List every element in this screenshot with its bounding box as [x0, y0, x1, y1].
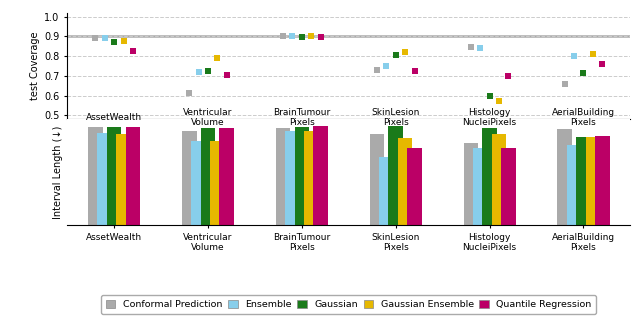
Legend: Conformal Prediction, Ensemble, Gaussian, Gaussian Ensemble, Quantile Regression: Conformal Prediction, Ensemble, Gaussian… — [101, 296, 596, 314]
Bar — [201, 128, 215, 225]
Bar — [294, 127, 309, 225]
Bar — [557, 129, 572, 225]
Bar — [97, 133, 112, 225]
Bar — [370, 134, 384, 225]
Bar — [116, 134, 131, 225]
Bar — [407, 148, 422, 225]
Bar — [182, 131, 196, 225]
Bar — [220, 128, 234, 225]
Bar — [567, 146, 581, 225]
Bar — [492, 134, 506, 225]
Text: Histology
NucleiPixels: Histology NucleiPixels — [463, 108, 516, 127]
Bar — [473, 148, 488, 225]
Bar — [314, 126, 328, 225]
Bar — [276, 128, 291, 225]
Text: BrainTumour
Pixels: BrainTumour Pixels — [273, 108, 330, 127]
Bar — [463, 143, 478, 225]
Bar — [304, 131, 319, 225]
Bar — [483, 128, 497, 225]
Y-axis label: Interval Length (↓): Interval Length (↓) — [53, 126, 63, 219]
Y-axis label: test Coverage: test Coverage — [30, 32, 40, 100]
Text: AerialBuilding
Pixels: AerialBuilding Pixels — [552, 108, 615, 127]
Bar — [501, 148, 516, 225]
Bar — [576, 137, 591, 225]
Bar — [586, 137, 600, 225]
Bar — [398, 138, 412, 225]
Bar — [107, 127, 122, 225]
Bar — [285, 131, 300, 225]
Bar — [595, 136, 609, 225]
Text: SkinLesion
Pixels: SkinLesion Pixels — [372, 108, 420, 127]
Bar — [88, 127, 102, 225]
Bar — [191, 141, 206, 225]
Bar — [388, 126, 403, 225]
Text: Ventricular
Volume: Ventricular Volume — [183, 108, 233, 127]
Bar — [210, 141, 225, 225]
Bar — [379, 156, 394, 225]
Text: AssetWealth: AssetWealth — [86, 113, 142, 122]
Bar — [125, 127, 140, 225]
